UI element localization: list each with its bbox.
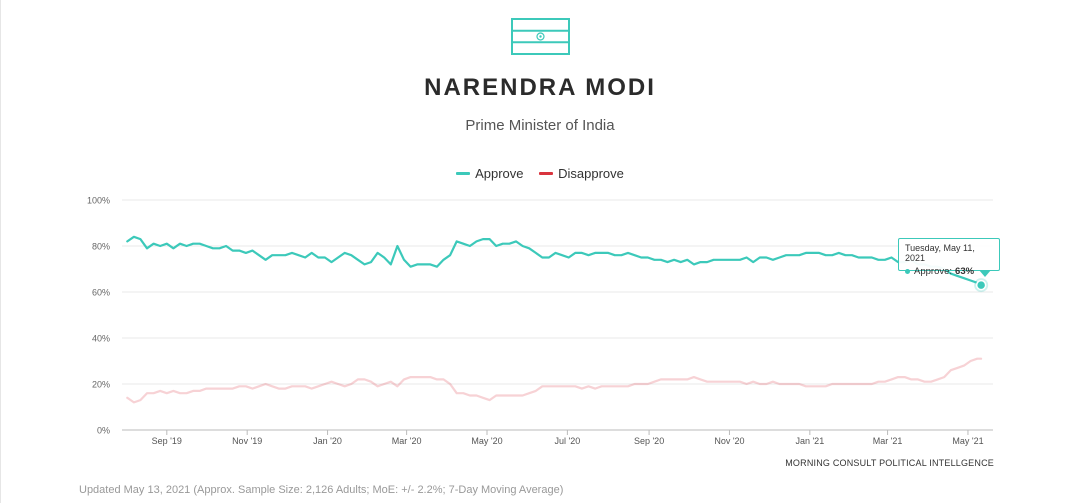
y-tick-label: 40% xyxy=(92,334,110,344)
legend-swatch-disapprove xyxy=(539,172,554,175)
x-axis: Sep '19 Nov '19 Jan '20 Mar '20 May '20 Jul '… xyxy=(152,430,984,446)
y-tick-label: 100% xyxy=(87,196,110,206)
series-line-approve[interactable] xyxy=(126,235,983,287)
y-tick-label: 20% xyxy=(92,380,110,390)
x-tick-label: Nov '19 xyxy=(232,436,262,446)
tooltip-series-dot xyxy=(905,269,910,274)
legend-label-disapprove: Disapprove xyxy=(558,166,624,181)
legend-label-approve: Approve xyxy=(475,166,524,181)
x-tick-label: Nov '20 xyxy=(714,436,744,446)
chart-subtitle: Prime Minister of India xyxy=(465,117,615,134)
x-tick-label: Sep '19 xyxy=(152,436,182,446)
series-line-disapprove[interactable] xyxy=(126,357,983,404)
highlight-marker xyxy=(974,278,989,293)
x-tick-label: Jan '20 xyxy=(313,436,342,446)
tooltip-pointer xyxy=(979,270,991,277)
x-tick-label: Jul '20 xyxy=(555,436,581,446)
chart-title: NARENDRA MODI xyxy=(424,74,656,101)
source-credit: MORNING CONSULT POLITICAL INTELLGENCE xyxy=(785,458,994,468)
y-tick-label: 0% xyxy=(97,426,110,436)
legend-item-approve[interactable]: Approve xyxy=(456,166,524,181)
y-tick-label: 60% xyxy=(92,288,110,298)
tooltip-series-label: Approve: xyxy=(914,266,953,277)
update-note: Updated May 13, 2021 (Approx. Sample Siz… xyxy=(79,484,564,496)
tooltip-date: Tuesday, May 11, 2021 xyxy=(905,243,975,263)
chart-tooltip: Tuesday, May 11, 2021 Approve: 63% xyxy=(898,238,1000,277)
india-flag-icon xyxy=(511,18,570,55)
legend-swatch-approve xyxy=(456,172,471,175)
y-axis: 0% 20% 40% 60% 80% 100% xyxy=(87,196,110,436)
highlight-point[interactable] xyxy=(975,279,987,291)
legend-item-disapprove[interactable]: Disapprove xyxy=(539,166,624,181)
y-tick-label: 80% xyxy=(92,242,110,252)
tooltip-row: Approve: 63% xyxy=(905,266,993,277)
x-tick-label: Mar '20 xyxy=(392,436,422,446)
x-tick-label: May '20 xyxy=(471,436,502,446)
x-tick-label: Mar '21 xyxy=(873,436,903,446)
x-tick-label: May '21 xyxy=(952,436,983,446)
chart-legend: Approve Disapprove xyxy=(0,163,1080,181)
x-tick-label: Jan '21 xyxy=(795,436,824,446)
x-tick-label: Sep '20 xyxy=(634,436,664,446)
chart-series xyxy=(126,235,983,404)
tooltip-value: 63% xyxy=(955,266,975,277)
chart-grid xyxy=(122,199,993,431)
